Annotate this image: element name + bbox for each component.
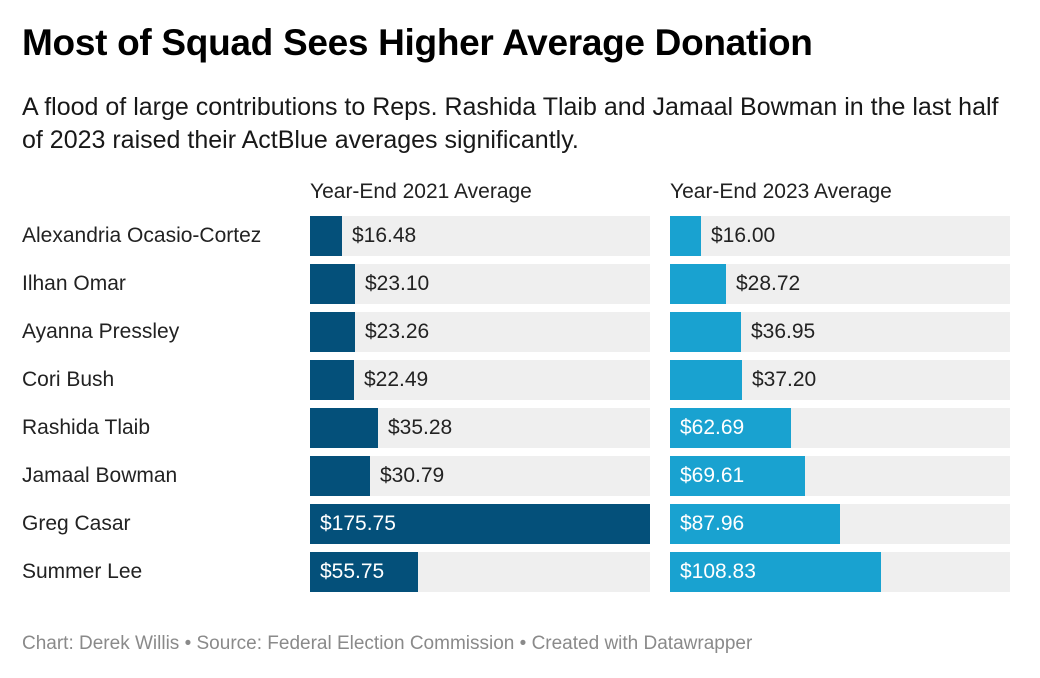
bar-track: $16.00 xyxy=(670,216,1010,256)
bar-track: $35.28 xyxy=(310,408,650,448)
data-label: $37.20 xyxy=(752,368,817,391)
bar-track: $23.10 xyxy=(310,264,650,304)
series-header-2021: Year-End 2021 Average xyxy=(310,180,532,203)
bar-track: $23.26 xyxy=(310,312,650,352)
data-label: $28.72 xyxy=(736,272,801,295)
data-label: $16.48 xyxy=(352,224,417,247)
bar xyxy=(670,504,840,544)
category-label: Summer Lee xyxy=(22,560,143,583)
category-label: Greg Casar xyxy=(22,512,131,535)
data-label: $36.95 xyxy=(751,320,816,343)
category-label: Ilhan Omar xyxy=(22,272,126,295)
category-label: Ayanna Pressley xyxy=(22,320,180,343)
bar xyxy=(310,312,355,352)
bar-track: $69.61 xyxy=(670,456,1010,496)
bar-track: $175.75 xyxy=(310,504,650,544)
data-label: $30.79 xyxy=(380,464,445,487)
bar-track: $55.75 xyxy=(310,552,650,592)
bar xyxy=(670,264,726,304)
bar-track: $108.83 xyxy=(670,552,1010,592)
bar xyxy=(670,408,791,448)
bar-track: $28.72 xyxy=(670,264,1010,304)
bar-track: $30.79 xyxy=(310,456,650,496)
data-label: $69.61 xyxy=(680,464,745,487)
data-label: $16.00 xyxy=(711,224,776,247)
bar-track: $36.95 xyxy=(670,312,1010,352)
category-label: Alexandria Ocasio-Cortez xyxy=(22,224,262,247)
bar xyxy=(310,408,378,448)
bar-track: $37.20 xyxy=(670,360,1010,400)
bar xyxy=(310,216,342,256)
series-header-2023: Year-End 2023 Average xyxy=(670,180,892,203)
bar xyxy=(670,312,741,352)
bar-track: $16.48 xyxy=(310,216,650,256)
chart-footer: Chart: Derek Willis • Source: Federal El… xyxy=(22,633,753,654)
bar-track: $22.49 xyxy=(310,360,650,400)
bar xyxy=(310,552,418,592)
data-label: $35.28 xyxy=(388,416,453,439)
category-label: Rashida Tlaib xyxy=(22,416,151,439)
bar xyxy=(670,360,742,400)
bar-track: $87.96 xyxy=(670,504,1010,544)
data-label: $62.69 xyxy=(680,416,745,439)
bar xyxy=(670,552,881,592)
data-label: $23.10 xyxy=(365,272,430,295)
bar xyxy=(310,504,650,544)
bar-track: $62.69 xyxy=(670,408,1010,448)
data-label: $87.96 xyxy=(680,512,745,535)
data-label: $108.83 xyxy=(680,560,756,583)
data-label: $175.75 xyxy=(320,512,396,535)
category-label: Cori Bush xyxy=(22,368,115,391)
category-label: Jamaal Bowman xyxy=(22,464,178,487)
data-label: $55.75 xyxy=(320,560,385,583)
bar xyxy=(310,360,354,400)
bar xyxy=(310,264,355,304)
chart-subtitle: A flood of large contributions to Reps. … xyxy=(22,93,999,154)
bar xyxy=(670,456,805,496)
data-label: $22.49 xyxy=(364,368,429,391)
chart-title: Most of Squad Sees Higher Average Donati… xyxy=(22,22,813,63)
bar xyxy=(670,216,701,256)
data-label: $23.26 xyxy=(365,320,430,343)
bar xyxy=(310,456,370,496)
